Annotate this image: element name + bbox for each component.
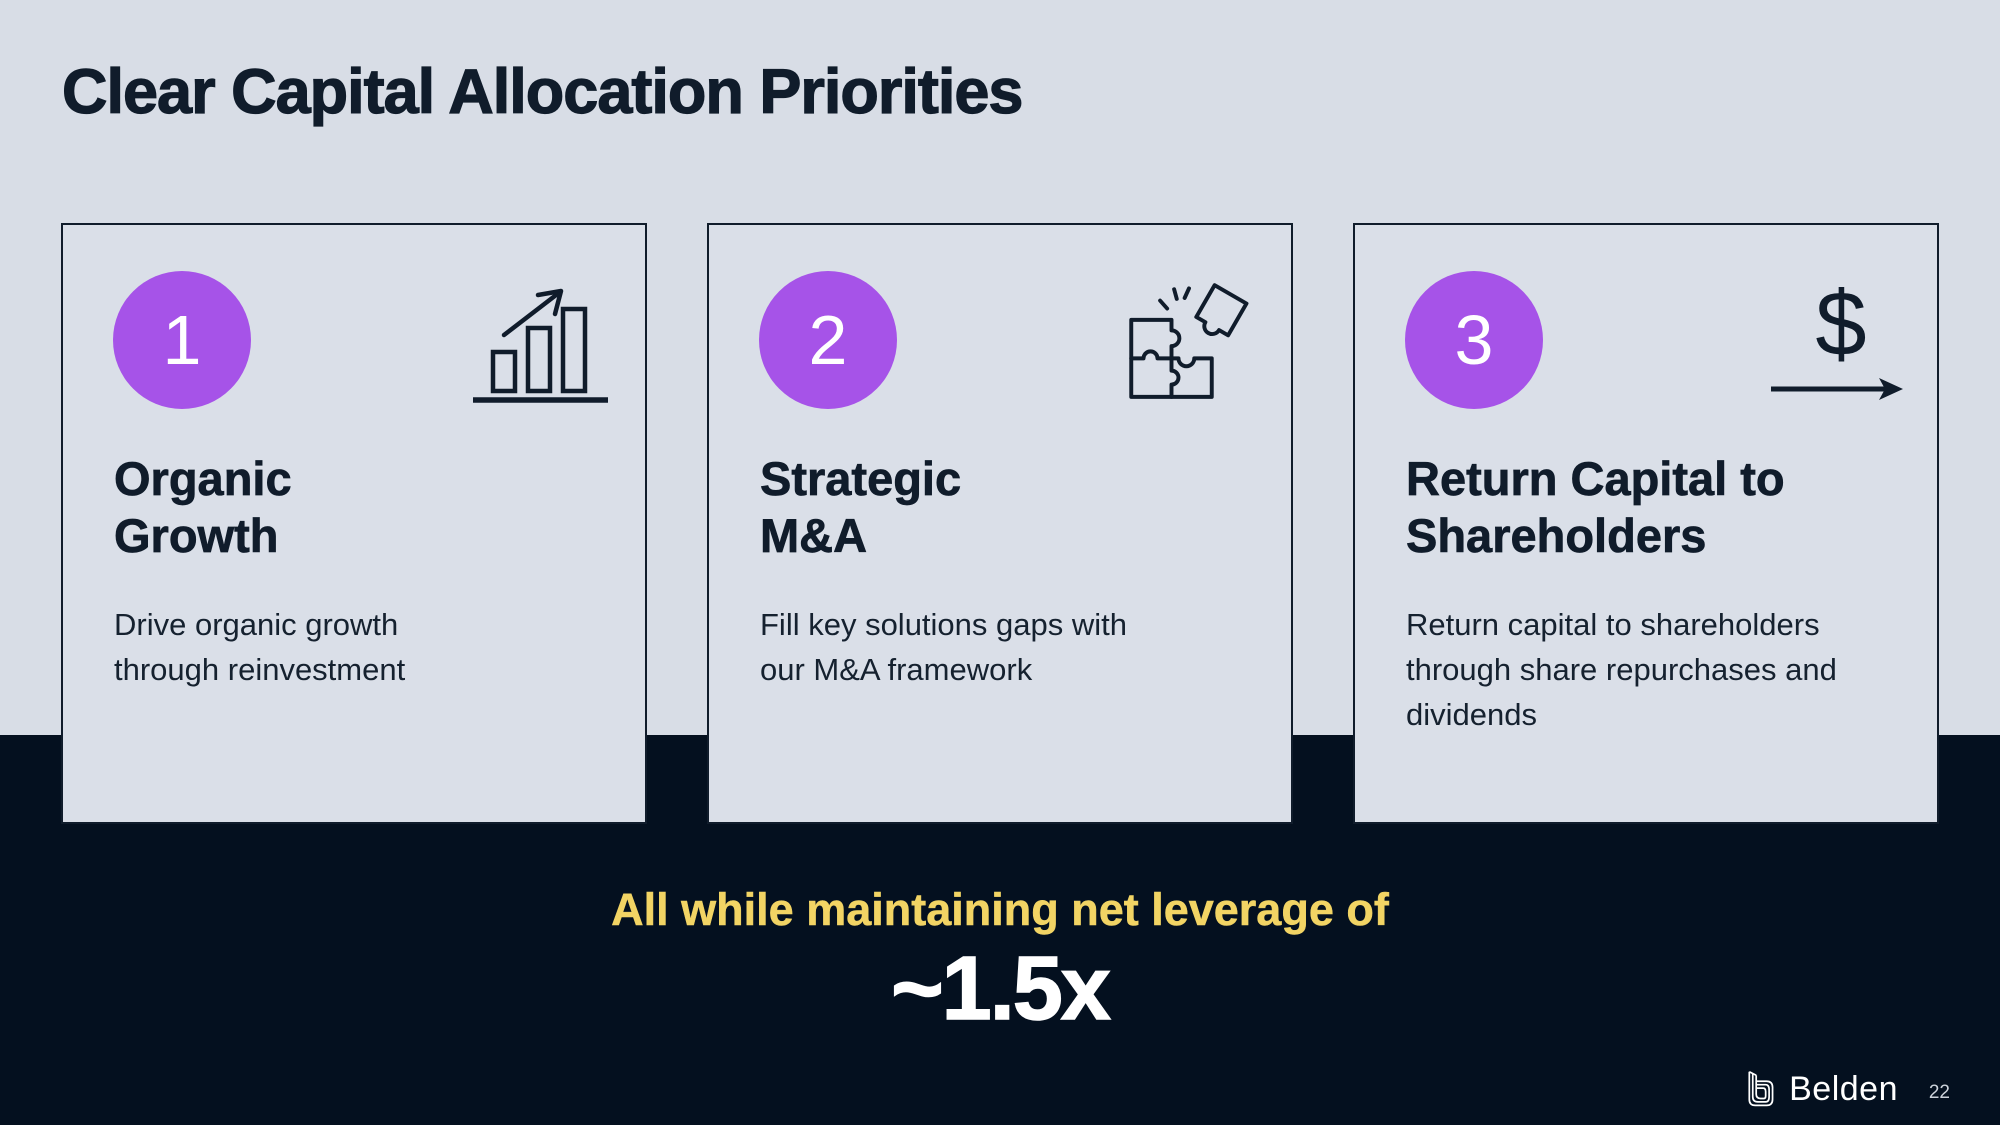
belden-logo-icon	[1745, 1069, 1776, 1109]
body-line: Return capital to shareholders	[1406, 607, 1820, 642]
title-line: Growth	[114, 509, 279, 563]
step-2-badge: 2	[759, 271, 897, 409]
priority-cards: 1 Organic Growth	[61, 223, 1939, 824]
card-title: Strategic M&A	[760, 450, 962, 564]
step-number: 1	[162, 301, 202, 379]
card-body: Return capital to shareholders through s…	[1406, 602, 1897, 737]
card-body: Drive organic growth through reinvestmen…	[114, 602, 605, 692]
title-line: Return Capital to	[1406, 452, 1785, 506]
step-1-badge: 1	[113, 271, 251, 409]
slide-title: Clear Capital Allocation Priorities	[61, 56, 1024, 127]
step-number: 3	[1454, 301, 1494, 379]
banner-lead-text: All while maintaining net leverage of	[611, 884, 1389, 936]
svg-text:$: $	[1815, 273, 1866, 375]
title-line: Strategic	[760, 452, 962, 506]
body-line: through share repurchases and	[1406, 652, 1837, 687]
body-line: our M&A framework	[760, 652, 1033, 687]
card-body: Fill key solutions gaps with our M&A fra…	[760, 602, 1251, 692]
puzzle-pieces-icon	[1119, 269, 1259, 411]
card-title: Organic Growth	[114, 450, 292, 564]
title-line: Organic	[114, 452, 292, 506]
dollar-arrow-icon: $	[1763, 269, 1905, 407]
card-strategic-ma: 2 Str	[707, 223, 1293, 824]
banner-leverage-value: ~1.5x	[890, 938, 1111, 1040]
card-return-capital: 3 $ Return Capital to Shareholders Retur…	[1353, 223, 1939, 824]
growth-chart-icon	[468, 269, 613, 407]
body-line: dividends	[1406, 697, 1537, 732]
title-line: M&A	[760, 509, 868, 563]
step-number: 2	[808, 301, 848, 379]
step-3-badge: 3	[1405, 271, 1543, 409]
title-line: Shareholders	[1406, 509, 1707, 563]
body-line: Fill key solutions gaps with	[760, 607, 1127, 642]
card-title: Return Capital to Shareholders	[1406, 450, 1785, 564]
card-organic-growth: 1 Organic Growth	[61, 223, 647, 824]
brand-wordmark: Belden	[1789, 1069, 1898, 1108]
page-number: 22	[1928, 1082, 1950, 1103]
brand-logo: Belden	[1745, 1069, 1898, 1109]
body-line: Drive organic growth	[114, 607, 399, 642]
body-line: through reinvestment	[114, 652, 406, 687]
